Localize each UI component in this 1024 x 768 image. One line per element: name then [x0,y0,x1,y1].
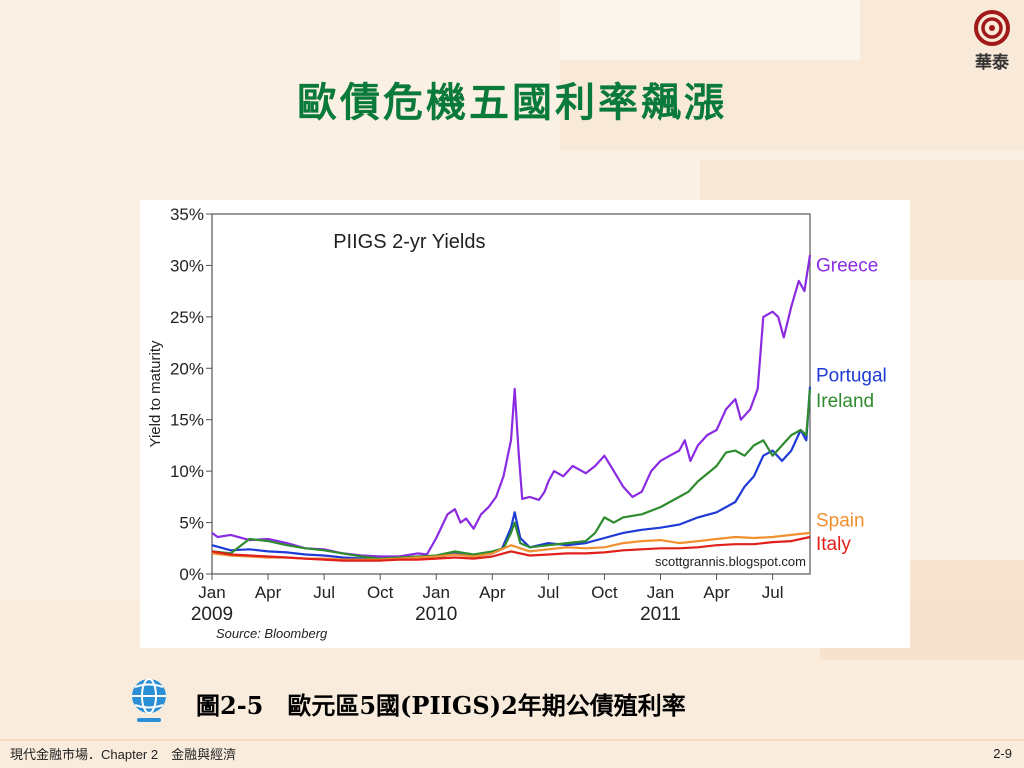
chart-watermark: scottgrannis.blogspot.com [655,554,806,569]
legend-label-greece: Greece [816,255,878,276]
x-tick-label: Jan [647,583,674,602]
y-tick-label: 25% [170,308,204,327]
x-tick-label: Jan [198,583,225,602]
figure-caption: 圖2-5 歐元區5國(PIIGS)2年期公債殖利率 [196,691,686,720]
series-line-greece [211,254,812,558]
x-tick-label: Oct [591,583,618,602]
y-tick-label: 30% [170,256,204,275]
y-tick-label: 15% [170,411,204,430]
logo-emblem-icon [974,10,1010,46]
x-year-label: 2009 [191,604,233,625]
x-tick-label: Apr [703,583,730,602]
x-tick-label: Apr [255,583,282,602]
legend-label-ireland: Ireland [816,391,874,412]
y-tick-label: 35% [170,205,204,224]
x-tick-label: Jul [538,583,560,602]
page-number: 2-9 [993,746,1012,761]
chart-title: PIIGS 2-yr Yields [333,231,485,253]
series-line-italy [211,535,811,562]
x-tick-label: Oct [367,583,394,602]
legend-label-italy: Italy [816,534,851,555]
y-tick-label: 10% [170,462,204,481]
y-tick-label: 0% [179,565,204,584]
chart-panel: 0% 5% 10% 15% 20% 25% 30% 35% Jan Apr Jul Oct Jan Apr… [140,200,910,648]
x-year-label: 2011 [640,604,681,625]
y-axis-label: Yield to maturity [147,340,164,447]
plot-frame [211,213,811,575]
x-year-label: 2010 [415,604,457,625]
legend-label-portugal: Portugal [816,365,887,386]
globe-icon [132,678,166,722]
footer-course-label: 現代金融市場．Chapter 2 金融與經濟 [10,747,237,762]
brand-logo: 華泰 [962,8,1022,74]
yield-chart: 0% 5% 10% 15% 20% 25% 30% 35% Jan Apr Jul Oct Jan Apr… [147,205,887,641]
legend-label-spain: Spain [816,511,865,532]
x-tick-label: Apr [479,583,506,602]
x-tick-label: Jan [423,583,450,602]
y-tick-label: 5% [179,514,204,533]
x-tick-label: Jul [762,583,784,602]
logo-text: 華泰 [975,53,1009,73]
series-line-ireland [211,388,812,560]
x-tick-label: Jul [313,583,335,602]
y-tick-label: 20% [170,359,204,378]
slide-title: 歐債危機五國利率飆漲 [297,79,727,126]
chart-source: Source: Bloomberg [216,626,328,641]
